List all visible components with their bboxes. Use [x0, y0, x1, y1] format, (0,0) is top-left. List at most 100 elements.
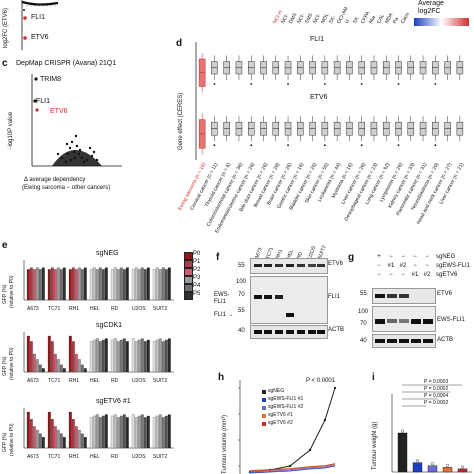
panel-h-point	[323, 418, 327, 422]
panel-g-blot-ews	[372, 306, 436, 332]
panel-g-sign: −	[425, 254, 429, 260]
panel-e-bar	[29, 419, 33, 449]
panel-g-sign: −	[377, 263, 381, 269]
panel-e-title: sgNEG	[96, 250, 119, 257]
panel-e-legend-label: P3	[193, 275, 201, 281]
panel-e-bar	[158, 414, 162, 449]
panel-g-sign: −	[389, 272, 393, 278]
panel-g-sign: #2	[423, 272, 431, 278]
panel-g-sign: −	[401, 254, 405, 260]
panel-e-bar	[125, 341, 129, 373]
panel-i-point	[416, 459, 420, 463]
panel-b-col-label: Caco	[400, 11, 411, 25]
panel-g-sign: #2	[399, 263, 407, 269]
panel-e-bar	[137, 339, 141, 373]
panel-e-legend-swatch	[184, 284, 193, 292]
panel-c-label-trim8: TRIM8	[40, 76, 61, 83]
panel-e-cell-label: RD	[111, 454, 119, 460]
panel-e-bar	[59, 433, 63, 449]
panel-e-legend-label: P1	[193, 259, 201, 265]
panel-h-legend-label: sgNEG	[268, 388, 285, 394]
panel-g-blot-etv6	[372, 288, 436, 304]
panel-e-bar	[41, 437, 45, 449]
panel-e-letter: e	[2, 240, 8, 251]
panel-g-sign: +	[377, 254, 381, 260]
panel-f-blot-etv6	[250, 258, 328, 274]
panel-e-cell-label: TC71	[48, 378, 61, 384]
panel-e-bar	[104, 267, 108, 301]
panel-e-bar	[116, 417, 120, 449]
panel-g-mw-40: 40	[360, 338, 367, 344]
panel-e-bar	[62, 437, 66, 449]
panel-h-line	[249, 465, 336, 474]
panel-e-bar	[32, 269, 36, 301]
panel-d-outlier	[434, 144, 437, 147]
panel-e-bar	[47, 269, 51, 301]
panel-e-bar	[89, 417, 93, 449]
panel-e-bar	[143, 269, 147, 301]
panel-e-bar	[71, 267, 75, 301]
panel-c-xlabel: Δ average dependency	[24, 177, 86, 183]
panel-h-legend-swatch	[262, 414, 266, 418]
panel-e-bar	[29, 341, 33, 373]
panel-e-bar	[89, 341, 93, 373]
panel-e-bar	[155, 415, 159, 449]
panel-e-bar	[68, 335, 72, 373]
panel-c-letter: c	[2, 58, 8, 69]
panel-i-ylabel: Tumour weight (g)	[372, 421, 378, 470]
panel-e-bar	[140, 414, 144, 449]
panel-d-boxplot	[195, 42, 464, 160]
panel-g-sign: −	[389, 254, 393, 260]
panel-e-ylabel: GFP (%)	[2, 432, 8, 452]
panel-e-bar	[62, 267, 66, 301]
panel-e-bar	[164, 339, 168, 373]
panel-e-bar	[26, 335, 30, 373]
panel-e-bar	[74, 269, 78, 301]
panel-e-legend-swatch	[184, 268, 193, 276]
panel-e-bar	[95, 269, 99, 301]
panel-e-bar	[71, 419, 75, 449]
panel-a-ylabel: log2FC (ETV6)	[3, 7, 9, 48]
panel-d-outlier	[287, 144, 289, 147]
panel-c-label-fli1: FLI1	[36, 98, 51, 105]
panel-b-col-label: U	[344, 18, 351, 25]
panel-d-gene2: ETV6	[310, 94, 328, 101]
panel-e-ylabel2: (relative to P0)	[9, 423, 15, 456]
panel-e-bar	[56, 267, 60, 301]
panel-e-bar	[119, 415, 123, 449]
panel-e-title: sgCDK1	[96, 322, 123, 329]
panel-e-ylabel: GFP (%)	[2, 284, 8, 304]
panel-g-sign: −	[401, 272, 405, 278]
panel-e-bar	[26, 411, 30, 449]
panel-b-colorbar	[414, 18, 469, 26]
panel-g-mw-70: 70	[360, 321, 367, 327]
panel-e-chart	[23, 332, 174, 373]
panel-e-cell-label: U2OS	[132, 306, 146, 312]
panel-e-bar	[143, 341, 147, 373]
panel-e-bar	[140, 338, 144, 373]
panel-c-xlabel2: (Ewing sarcoma − other cancers)	[22, 185, 111, 191]
panel-g-etv6-bands	[375, 294, 409, 298]
panel-e-bar	[134, 267, 138, 301]
panel-d-outlier	[323, 144, 326, 147]
panel-e-bar	[98, 417, 102, 449]
panel-e-legend-swatch	[184, 252, 193, 260]
panel-i-bar	[412, 462, 423, 473]
panel-e-bar	[38, 433, 42, 449]
panel-e-bar	[158, 269, 162, 301]
panel-f-mw-100: 100	[236, 279, 247, 285]
panel-e-bar	[74, 353, 78, 373]
panel-h-legend-swatch	[262, 398, 266, 402]
panel-e-cell-label: TC71	[48, 454, 61, 460]
panel-h-line	[249, 463, 336, 471]
panel-g-condition-table: + − − − − sgNEG − #1 #2− − sgEWS-FLI1− − − #1 #2 sgETV6	[374, 254, 474, 282]
panel-e-bar	[53, 426, 57, 449]
panel-e-legend-label: P5	[193, 291, 201, 297]
panel-e-cell-label: RD	[111, 378, 119, 384]
panel-e-bar	[62, 368, 66, 373]
panel-f-label-etv6: ETV6	[328, 261, 344, 267]
panel-d-outlier	[397, 144, 400, 147]
panel-d-ylabel: Gene effect (CERES)	[178, 92, 184, 150]
panel-e-cell-label: RH1	[69, 454, 80, 460]
panel-e-bar	[161, 417, 165, 449]
